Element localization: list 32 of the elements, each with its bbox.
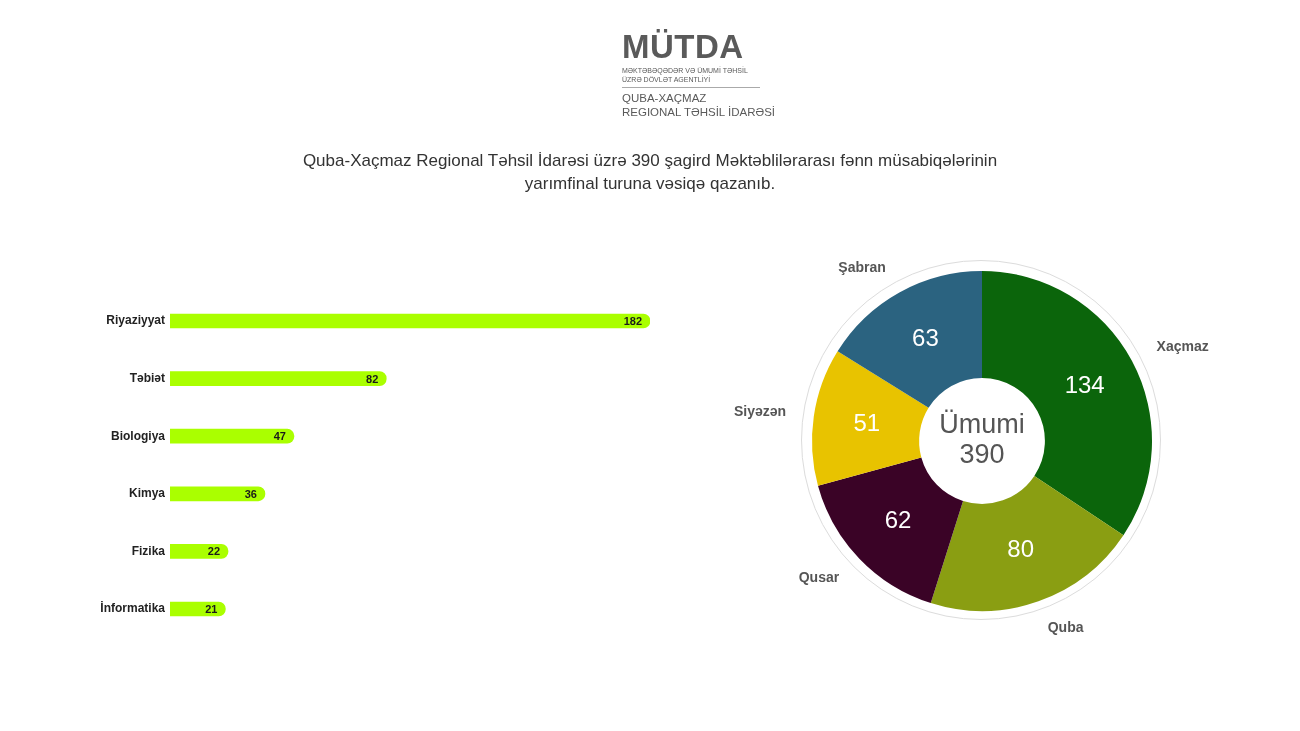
y-tick-label: Kimya [128,486,166,501]
bar [170,486,266,502]
data-label: 134 [1064,370,1105,398]
slice-label: Quba [1047,618,1084,635]
bar [170,313,650,329]
bar [170,428,295,444]
data-label: 22 [207,545,221,558]
slice-label: Qusar [798,569,840,586]
data-label: 36 [244,487,257,500]
chart-title: Quba-Xaçmaz Regional Təhsil İdarəsi üzrə 390 şagird Məktəblilərarası fənn müsabiqələrinin yarımfinal turuna vəsiqə qazanıb. [301,150,999,195]
data-label: 47 [273,430,286,443]
data-label: 63 [912,323,939,351]
y-tick-label: Biologiya [110,428,166,443]
slice-label: Şabran [838,258,886,275]
bar [170,544,229,559]
data-label: 62 [884,506,912,534]
data-label: 182 [623,315,642,328]
text: MÜTDA [622,28,745,65]
bar [170,371,387,386]
data-label: 80 [1007,535,1034,563]
data-label: 21 [205,603,218,616]
slice-label: Siyəzən [733,403,787,420]
text: QUBA-XAÇMAZ [622,92,708,105]
y-tick-label: Riyaziyyat [106,313,165,328]
slice-label: Xaçmaz [1156,338,1209,355]
y-tick-label: Təbiət [129,370,165,385]
text: REGIONAL TƏHSİL İDARƏSİ [622,106,776,119]
y-tick-label: Fizika [131,543,166,558]
data-label: 51 [853,408,881,436]
text: Ümumi 390 [939,409,1025,470]
y-tick-label: İnformatika [100,600,166,616]
data-label: 82 [366,372,379,385]
